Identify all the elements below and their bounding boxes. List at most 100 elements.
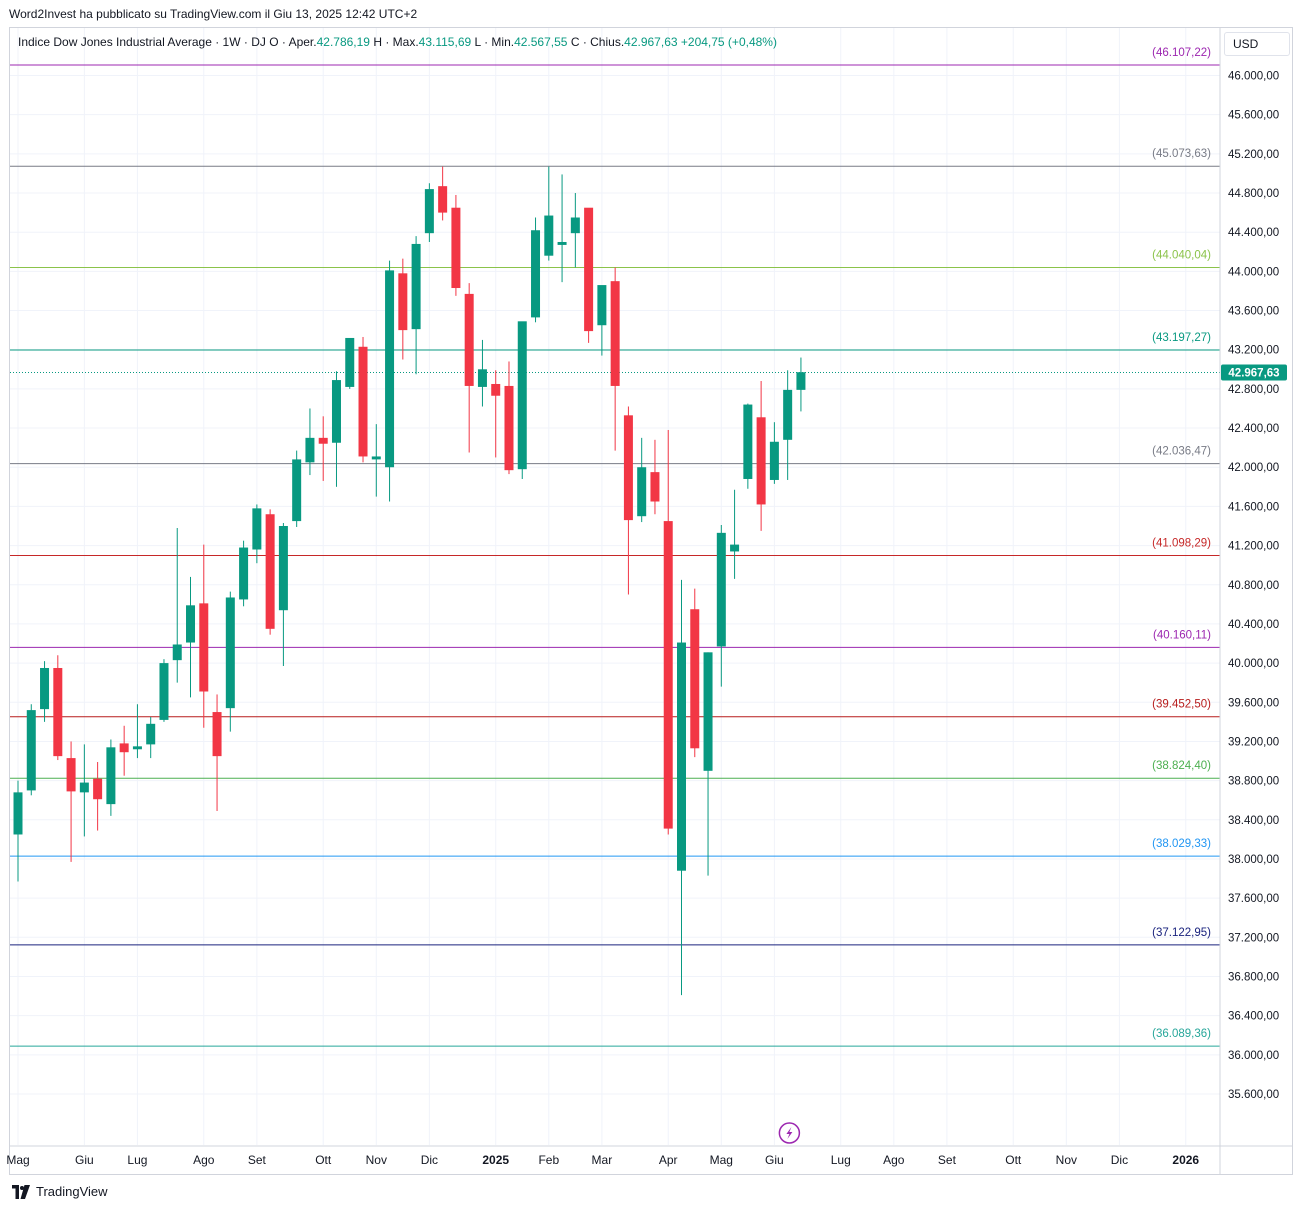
tradingview-logo-icon — [12, 1184, 30, 1199]
x-tick-label: Apr — [659, 1153, 678, 1167]
candle-body — [225, 597, 235, 709]
y-tick-label: 42.400,00 — [1228, 423, 1279, 435]
low-value: 42.567,55 — [514, 35, 568, 49]
y-tick-label: 40.800,00 — [1228, 580, 1279, 592]
grid — [10, 28, 1220, 1145]
last-price-badge — [1221, 364, 1287, 381]
x-tick-label: Lug — [127, 1153, 147, 1167]
candle-body — [186, 605, 196, 643]
last-price-label: 42.967,63 — [1228, 367, 1279, 379]
y-tick-label: 40.400,00 — [1228, 619, 1279, 631]
brand-name: TradingView — [36, 1184, 108, 1199]
y-tick-label: 44.800,00 — [1228, 188, 1279, 200]
y-tick-label: 38.800,00 — [1228, 776, 1279, 788]
y-tick-label: 45.200,00 — [1228, 149, 1279, 161]
change-value: +204,75 (+0,48%) — [680, 35, 777, 49]
candle-body — [26, 710, 36, 791]
y-tick-label: 40.000,00 — [1228, 658, 1279, 670]
x-tick-label: Dic — [421, 1153, 438, 1167]
candle-body — [331, 380, 341, 443]
y-tick-label: 43.200,00 — [1228, 345, 1279, 357]
candle-body — [504, 385, 514, 471]
x-tick-label: Set — [938, 1153, 957, 1167]
candle-body — [464, 293, 474, 386]
candle-body — [212, 712, 222, 757]
candle-body — [477, 369, 487, 387]
level-label: (38.824,40) — [1152, 760, 1211, 772]
x-tick-label: Mag — [710, 1153, 733, 1167]
candle-body — [424, 189, 434, 234]
x-tick-label: Mag — [6, 1153, 29, 1167]
y-tick-label: 45.600,00 — [1228, 110, 1279, 122]
candle-body — [305, 437, 315, 463]
low-label: L · Min. — [474, 35, 515, 49]
x-tick-label: Giu — [75, 1153, 94, 1167]
x-tick-label: Lug — [831, 1153, 851, 1167]
candle-body — [796, 372, 806, 390]
y-tick-label: 39.200,00 — [1228, 736, 1279, 748]
x-tick-label: Ott — [315, 1153, 332, 1167]
time-axis[interactable]: Mag Giu Lug Ago Set Ott Nov Dic 2025 Feb Mar Apr Mag… — [6, 1145, 1293, 1167]
y-tick-label: 35.600,00 — [1228, 1089, 1279, 1101]
y-tick-label: 37.200,00 — [1228, 932, 1279, 944]
candle-body — [53, 667, 63, 757]
x-tick-label: Set — [248, 1153, 267, 1167]
x-tick-label: Feb — [538, 1153, 559, 1167]
candle-body — [159, 663, 169, 720]
high-label: H · Max. — [373, 35, 419, 49]
candle-body — [743, 404, 753, 479]
candles — [13, 166, 806, 996]
candle-body — [544, 215, 554, 256]
candle-body — [358, 346, 368, 457]
candle-body — [451, 207, 461, 289]
x-tick-label: Giu — [765, 1153, 784, 1167]
chart-frame — [9, 27, 1293, 1175]
price-axis[interactable]: 35.600,00 36.000,00 36.400,00 36.800,00 37.2… — [1219, 28, 1287, 1175]
candle-body — [398, 273, 408, 331]
candle-body — [79, 782, 89, 793]
candle-body — [385, 270, 395, 468]
high-value: 43.115,69 — [418, 35, 472, 49]
y-tick-label: 44.000,00 — [1228, 266, 1279, 278]
candle-body — [769, 441, 779, 480]
candle-body — [570, 217, 580, 234]
level-label: (41.098,29) — [1152, 538, 1211, 550]
markers — [778, 1122, 801, 1144]
currency-selector[interactable]: USD — [1224, 32, 1290, 56]
level-label: (39.452,50) — [1152, 699, 1211, 711]
level-label: (40.160,11) — [1153, 629, 1211, 641]
candle-body — [371, 456, 381, 460]
candle-body — [40, 667, 50, 710]
candle-body — [597, 285, 607, 326]
x-tick-label: Ago — [883, 1153, 905, 1167]
brand[interactable]: TradingView — [10, 1184, 108, 1199]
candle-body — [663, 521, 673, 829]
candle-body — [703, 652, 713, 771]
x-tick-label: Mar — [592, 1153, 613, 1167]
candle-body — [345, 337, 355, 387]
candle-body — [119, 743, 129, 753]
y-tick-label: 43.600,00 — [1228, 306, 1279, 318]
level-label: (38.029,33) — [1152, 838, 1211, 850]
open-value: 42.786,19 — [316, 35, 370, 49]
candle-body — [730, 544, 740, 552]
candle-body — [690, 609, 700, 749]
candle-body — [199, 603, 209, 692]
candle-body — [610, 281, 620, 386]
candle-body — [292, 459, 302, 522]
y-tick-label: 41.200,00 — [1228, 541, 1279, 553]
y-tick-label: 38.400,00 — [1228, 815, 1279, 827]
candle-body — [438, 186, 448, 213]
candle-body — [650, 472, 660, 502]
level-label: (44.040,04) — [1152, 249, 1211, 261]
publication-note: Word2Invest ha pubblicato su TradingView… — [9, 7, 418, 21]
x-tick-label: 2025 — [482, 1153, 509, 1167]
candle-body — [411, 243, 421, 330]
y-tick-label: 41.600,00 — [1228, 501, 1279, 513]
currency-label: USD — [1233, 37, 1259, 51]
candle-body — [265, 514, 275, 629]
level-label: (46.107,22) — [1152, 47, 1211, 59]
candle-body — [146, 723, 156, 745]
candle-body — [677, 642, 686, 871]
